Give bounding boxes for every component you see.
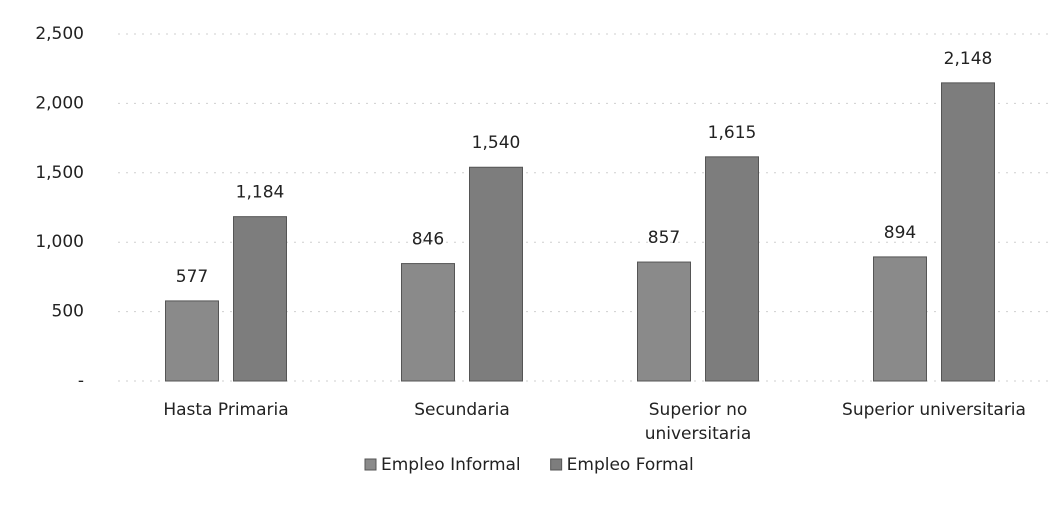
legend-swatch	[550, 458, 563, 471]
value-label: 1,615	[708, 123, 757, 143]
value-label: 894	[884, 223, 916, 243]
value-label: 857	[648, 228, 680, 248]
bar	[873, 256, 927, 382]
y-tick-label: 1,000	[35, 232, 84, 252]
x-tick-label: Secundaria	[414, 400, 510, 420]
y-tick-label: 1,500	[35, 163, 84, 183]
legend-swatch	[364, 458, 377, 471]
bar	[401, 263, 455, 382]
value-label: 846	[412, 230, 444, 250]
x-tick-label: Superior no universitaria	[644, 400, 752, 444]
y-tick-label: -	[78, 371, 84, 391]
bar	[637, 261, 691, 382]
bar	[941, 82, 995, 382]
bar	[469, 166, 523, 382]
x-tick-label: Superior universitaria	[842, 400, 1026, 420]
value-label: 1,540	[472, 133, 521, 153]
value-label: 1,184	[236, 183, 285, 203]
bar	[233, 216, 287, 382]
bar	[165, 300, 219, 382]
legend-label: Empleo Formal	[567, 455, 694, 475]
x-tick-label: Hasta Primaria	[163, 400, 289, 420]
value-label: 577	[176, 267, 208, 287]
y-tick-label: 2,500	[35, 24, 84, 44]
bar	[705, 156, 759, 382]
y-tick-label: 500	[52, 302, 84, 322]
value-label: 2,148	[944, 49, 993, 69]
y-tick-label: 2,000	[35, 93, 84, 113]
legend-label: Empleo Informal	[381, 455, 521, 475]
